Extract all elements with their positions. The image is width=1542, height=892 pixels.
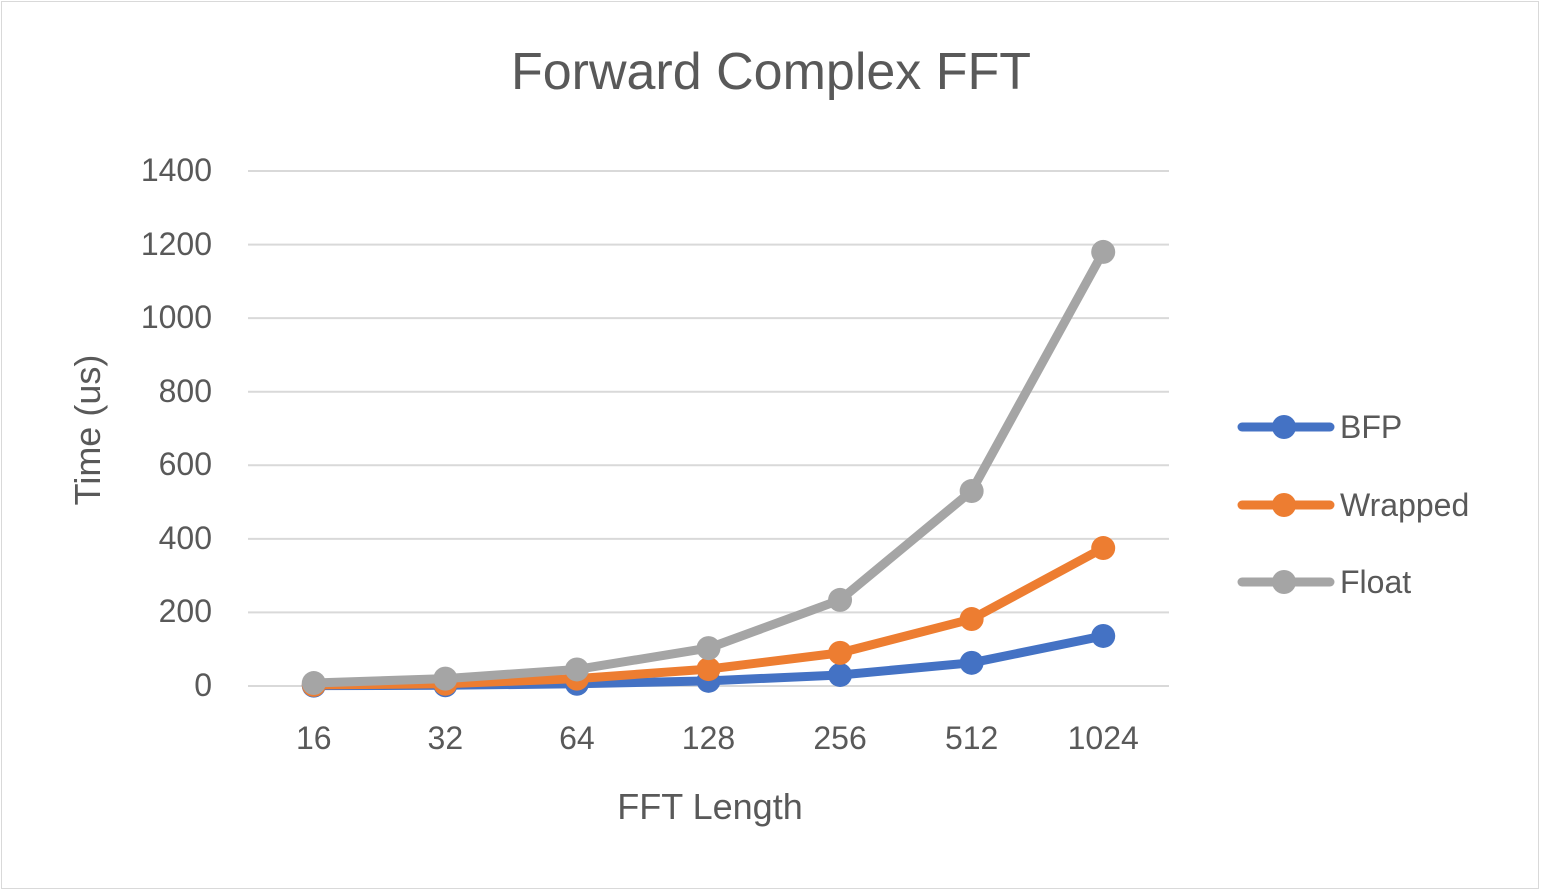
data-point [564,657,589,682]
y-tick-label: 0 [194,667,212,703]
legend-item-bfp: BFP [1236,407,1402,447]
legend-label: Float [1340,563,1412,600]
legend-label: Wrapped [1340,486,1470,523]
data-point [1091,239,1116,264]
x-tick-label: 128 [681,720,736,756]
y-tick-label: 200 [158,593,212,630]
series-wrapped [301,536,1116,697]
data-point [696,636,721,661]
y-tick-label: 800 [158,372,212,409]
legend-item-float: Float [1236,562,1411,602]
x-tick-label: 256 [813,720,867,756]
chart-title: Forward Complex FFT [510,43,1032,101]
y-tick-label: 1400 [140,152,212,188]
data-point [959,607,984,632]
data-point [959,479,984,504]
y-tick-label: 1200 [140,225,212,262]
series-float [301,239,1116,696]
data-point [828,587,853,612]
data-point [433,666,458,691]
data-point [1091,623,1116,648]
data-point [959,650,984,675]
data-point [696,657,721,682]
legend-line-marker-icon [1237,415,1335,439]
legend-item-wrapped: Wrapped [1236,485,1469,525]
y-tick-label: 1000 [140,299,212,336]
y-tick-label: 400 [158,519,212,556]
data-point [828,640,853,665]
legend-line-marker-icon [1237,570,1335,594]
y-tick-label: 600 [158,446,212,483]
x-axis-label: FFT Length [617,786,803,827]
data-point [1091,536,1116,561]
x-tick-label: 1024 [1067,720,1139,756]
x-tick-label: 64 [559,720,595,756]
legend-line-marker-icon [1237,493,1335,517]
x-tick-label: 512 [944,720,999,756]
y-axis-label: Time (us) [67,354,108,506]
x-tick-label: 32 [427,720,464,756]
data-point [828,662,853,687]
x-tick-label: 16 [295,720,332,756]
legend-label: BFP [1340,408,1403,445]
data-point [301,671,326,696]
